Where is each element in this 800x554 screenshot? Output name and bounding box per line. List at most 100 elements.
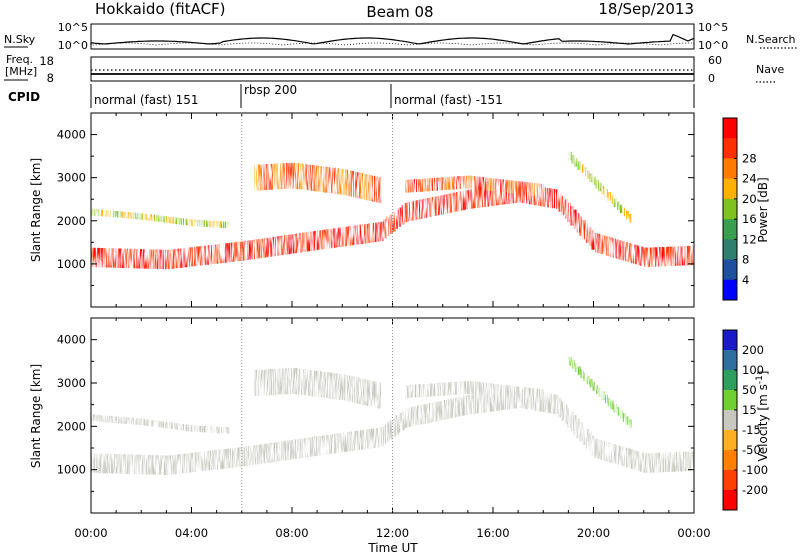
velocity-cell (202, 451, 206, 471)
power-ytick-label: 2000 (57, 214, 86, 228)
velocity-cell (172, 422, 176, 430)
velocity-cell (669, 452, 674, 472)
power-cell (555, 189, 559, 209)
velocity-cell (145, 455, 149, 475)
power-cell (495, 186, 499, 206)
velocity-cell (302, 438, 306, 458)
power-cell (417, 179, 421, 192)
power-cell (344, 169, 349, 196)
power-cell (437, 195, 441, 216)
power-cell (142, 249, 146, 269)
freq-label-2: [MHz] (5, 65, 37, 78)
power-colorbar-tick-label: 4 (742, 273, 749, 287)
velocity-cell (510, 389, 514, 409)
velocity-colorbar: 200 100 50 15 -15 -50 -100 -200 (722, 329, 768, 511)
velocity-cell (561, 401, 565, 421)
velocity-cell (157, 455, 161, 475)
velocity-cell (199, 425, 203, 433)
freq-label-1: Freq. (6, 53, 33, 66)
power-cell (329, 167, 333, 194)
velocity-band-main (91, 388, 694, 476)
power-cell (591, 230, 595, 250)
power-cell (127, 212, 131, 219)
power-cell (489, 178, 493, 191)
power-colorbar: 4 8 12 16 20 24 28 (722, 117, 757, 301)
power-cell (383, 219, 387, 239)
noise-left-tick-low: 10^0 (58, 39, 88, 52)
power-cell (350, 171, 355, 197)
power-cell (160, 215, 164, 223)
velocity-band-upper-afternoon (405, 380, 544, 403)
velocity-cell (651, 453, 656, 473)
velocity-cell (169, 422, 173, 429)
velocity-colorbar-tick-label: -100 (742, 463, 768, 477)
power-cell (268, 237, 273, 257)
velocity-cell (112, 454, 116, 474)
velocity-cell (154, 420, 158, 427)
velocity-cell (540, 389, 544, 403)
power-cell (284, 163, 288, 189)
velocity-cell (642, 453, 646, 473)
power-cell (604, 189, 608, 198)
velocity-cell (136, 418, 140, 425)
nave-label: Nave (756, 63, 784, 76)
power-band-morning-upper (91, 208, 230, 229)
power-cell (513, 180, 517, 194)
radar-title: Hokkaido (fitACF) (95, 0, 226, 18)
velocity-cell (374, 428, 378, 448)
xtick-label: 00:00 (74, 526, 107, 540)
velocity-cell (106, 453, 110, 474)
velocity-band-morning-upper (91, 414, 230, 434)
power-cell (106, 248, 110, 268)
power-cell (293, 233, 297, 254)
power-cell (586, 170, 590, 179)
velocity-cell (408, 385, 412, 398)
power-band-main (91, 183, 694, 270)
power-cell (121, 248, 125, 268)
velocity-cell (91, 414, 95, 421)
power-cell (139, 213, 143, 220)
power-cell (625, 210, 629, 220)
velocity-cell (338, 373, 342, 400)
velocity-cell (130, 417, 134, 425)
power-cell (323, 229, 327, 250)
power-cell (265, 237, 270, 258)
power-cell (374, 222, 378, 242)
power-cell (347, 226, 351, 246)
cpid-panel: CPID normal (fast) 151 rbsp 200 normal (… (8, 83, 695, 108)
velocity-cell (461, 396, 466, 416)
velocity-colorbar-swatch (723, 470, 737, 491)
velocity-colorbar-tick-label: 100 (742, 363, 764, 377)
velocity-cell (582, 425, 586, 445)
power-cell (335, 168, 339, 195)
velocity-cell (247, 446, 252, 466)
velocity-cell (160, 455, 164, 475)
velocity-cell (235, 447, 239, 468)
power-cell (464, 190, 469, 210)
power-cell (422, 198, 426, 219)
velocity-cell (600, 440, 604, 460)
power-cell (501, 185, 505, 205)
power-cell (205, 220, 209, 227)
velocity-cell (473, 394, 478, 414)
velocity-cell (411, 384, 415, 398)
velocity-cell (498, 384, 502, 398)
power-band-upper-evening (254, 162, 382, 204)
velocity-cell (290, 367, 294, 394)
power-cell (359, 224, 363, 245)
velocity-cell (275, 368, 279, 395)
velocity-colorbar-swatch (723, 490, 737, 511)
power-cell (633, 244, 637, 265)
power-cell (187, 247, 191, 267)
velocity-cell (598, 388, 602, 397)
velocity-cell (175, 423, 179, 430)
power-cell (91, 208, 95, 216)
power-cell (341, 227, 345, 247)
power-ylabel: Slant Range [km] (29, 158, 43, 262)
velocity-cell (426, 383, 430, 397)
velocity-cell (296, 368, 300, 395)
power-cell (220, 243, 224, 264)
power-cell (407, 201, 411, 222)
power-cell (489, 186, 493, 207)
velocity-cell (166, 422, 170, 429)
